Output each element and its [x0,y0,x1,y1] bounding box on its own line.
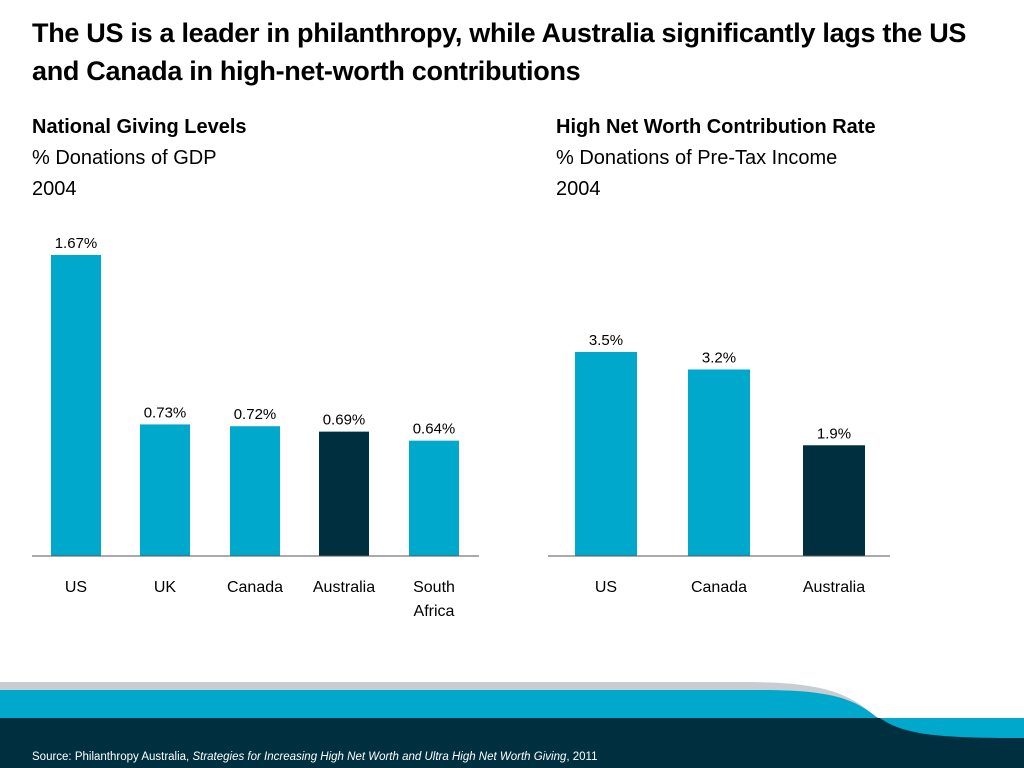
chart-1-category-label-south-africa: South Africa [413,579,455,620]
chart-1-category-label-us: US [65,579,87,596]
chart-2-data-label-us: 3.5% [589,332,623,349]
chart-1-bar-us [51,255,101,556]
chart-1-bar-uk [140,424,190,556]
source-prefix: Source: Philanthropy Australia, [32,751,193,763]
footer-swoosh-tail [880,718,1024,738]
chart-2-category-label-australia: Australia [803,579,865,596]
chart-2-year: 2004 [556,178,601,200]
chart-1-data-label-uk: 0.73% [144,404,187,421]
bar-charts: 1.67% US 0.73% UK 0.72% Canada 0.69% Australia 0… [32,235,890,620]
source-note: Source: Philanthropy Australia, Strategi… [32,751,597,763]
chart-1-year: 2004 [32,178,77,200]
chart-1-data-label-south-africa: 0.64% [413,421,456,438]
chart-1-data-label-us: 1.67% [55,235,98,252]
chart-1-header: National Giving Levels % Donations of GD… [32,112,247,205]
chart-2-bar-australia [803,445,865,556]
chart-2-bar-canada [688,369,750,556]
chart-1-category-label-australia: Australia [313,579,375,596]
chart-2-bar-us [575,352,637,556]
chart-1-bar-australia [319,431,369,556]
chart-1-category-label-canada: Canada [227,579,283,596]
chart-1-bar-south-africa [409,440,459,556]
chart-2-category-label-canada: Canada [691,579,747,596]
chart-1-data-label-canada: 0.72% [234,406,277,423]
source-suffix: , 2011 [566,751,598,763]
chart-2-data-label-canada: 3.2% [702,349,736,366]
chart-1-data-label-australia: 0.69% [323,412,366,429]
chart-2-title: High Net Worth Contribution Rate [556,116,876,138]
footer-band [0,682,1024,768]
chart-1-bar-canada [230,426,280,556]
chart-2-data-label-australia: 1.9% [817,425,851,442]
chart-2-header: High Net Worth Contribution Rate % Donat… [556,112,876,205]
footer-dark-band [0,718,1024,768]
chart-1-title: National Giving Levels [32,116,247,138]
chart-2-category-label-us: US [595,579,617,596]
source-work: Strategies for Increasing High Net Worth… [192,751,567,763]
chart-2-subtitle: % Donations of Pre-Tax Income [556,147,838,169]
chart-1-subtitle: % Donations of GDP [32,147,217,169]
chart-1-category-label-uk: UK [154,579,177,596]
slide-title: The US is a leader in philanthropy, whil… [32,18,967,86]
